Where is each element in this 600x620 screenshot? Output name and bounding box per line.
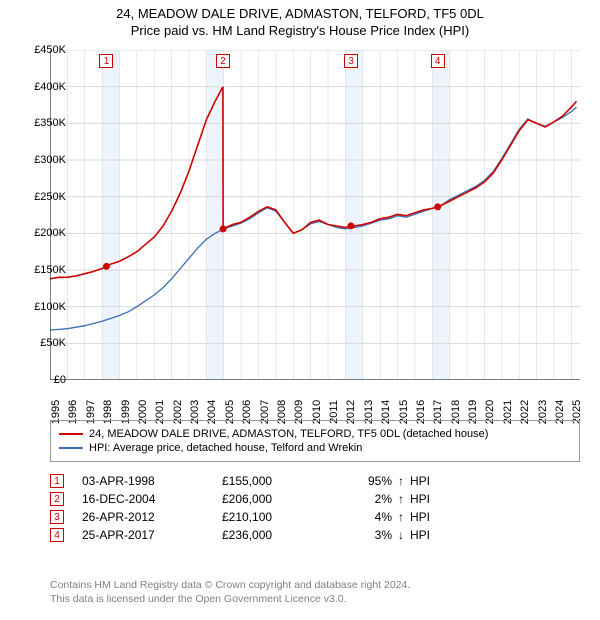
- title-address: 24, MEADOW DALE DRIVE, ADMASTON, TELFORD…: [0, 6, 600, 21]
- sale-date: 26-APR-2012: [82, 510, 222, 524]
- y-tick-label: £0: [22, 374, 66, 386]
- sale-price: £236,000: [222, 528, 332, 542]
- sale-marker-box: 2: [216, 54, 230, 68]
- sale-row: 3 26-APR-2012£210,1004%↑HPI: [50, 510, 580, 524]
- sale-row-marker: 2: [50, 492, 64, 506]
- y-tick-label: £400K: [22, 81, 66, 93]
- arrow-icon: ↑: [392, 474, 410, 488]
- arrow-icon: ↓: [392, 528, 410, 542]
- sale-row: 2 16-DEC-2004£206,0002%↑HPI: [50, 492, 580, 506]
- arrow-icon: ↑: [392, 492, 410, 506]
- sale-marker-box: 3: [344, 54, 358, 68]
- footer-line2: This data is licensed under the Open Gov…: [50, 592, 580, 606]
- y-tick-label: £450K: [22, 44, 66, 56]
- y-tick-label: £250K: [22, 191, 66, 203]
- sale-pct: 3%: [332, 528, 392, 542]
- sale-pct: 95%: [332, 474, 392, 488]
- sale-pct: 2%: [332, 492, 392, 506]
- sale-marker-box: 1: [99, 54, 113, 68]
- sale-date: 25-APR-2017: [82, 528, 222, 542]
- sale-row-marker: 1: [50, 474, 64, 488]
- title-block: 24, MEADOW DALE DRIVE, ADMASTON, TELFORD…: [0, 0, 600, 38]
- legend-swatch: [59, 433, 83, 435]
- sale-pct: 4%: [332, 510, 392, 524]
- sale-marker-box: 4: [431, 54, 445, 68]
- sale-date: 16-DEC-2004: [82, 492, 222, 506]
- legend-row: HPI: Average price, detached house, Telf…: [59, 442, 571, 454]
- legend-swatch: [59, 447, 83, 449]
- y-tick-label: £300K: [22, 154, 66, 166]
- sale-price: £206,000: [222, 492, 332, 506]
- sale-row-marker: 3: [50, 510, 64, 524]
- y-tick-label: £100K: [22, 301, 66, 313]
- y-tick-label: £350K: [22, 117, 66, 129]
- sale-row: 1 03-APR-1998£155,00095%↑HPI: [50, 474, 580, 488]
- sale-hpi-label: HPI: [410, 528, 450, 542]
- sales-table: 103-APR-1998£155,00095%↑HPI216-DEC-2004£…: [50, 470, 580, 546]
- chart-area: [50, 50, 580, 380]
- title-subtitle: Price paid vs. HM Land Registry's House …: [0, 23, 600, 38]
- y-tick-label: £200K: [22, 227, 66, 239]
- sale-date: 03-APR-1998: [82, 474, 222, 488]
- chart-container: 24, MEADOW DALE DRIVE, ADMASTON, TELFORD…: [0, 0, 600, 620]
- sale-hpi-label: HPI: [410, 510, 450, 524]
- arrow-icon: ↑: [392, 510, 410, 524]
- sale-hpi-label: HPI: [410, 492, 450, 506]
- legend-label: HPI: Average price, detached house, Telf…: [89, 442, 362, 454]
- y-tick-label: £150K: [22, 264, 66, 276]
- legend-label: 24, MEADOW DALE DRIVE, ADMASTON, TELFORD…: [89, 428, 488, 440]
- sale-price: £210,100: [222, 510, 332, 524]
- sale-row: 4 25-APR-2017£236,0003%↓HPI: [50, 528, 580, 542]
- sale-row-marker: 4: [50, 528, 64, 542]
- footer-line1: Contains HM Land Registry data © Crown c…: [50, 578, 580, 592]
- y-tick-label: £50K: [22, 337, 66, 349]
- sale-hpi-label: HPI: [410, 474, 450, 488]
- footer-attribution: Contains HM Land Registry data © Crown c…: [50, 578, 580, 606]
- legend-row: 24, MEADOW DALE DRIVE, ADMASTON, TELFORD…: [59, 428, 571, 440]
- sale-price: £155,000: [222, 474, 332, 488]
- legend: 24, MEADOW DALE DRIVE, ADMASTON, TELFORD…: [50, 420, 580, 462]
- chart-svg: [50, 50, 580, 380]
